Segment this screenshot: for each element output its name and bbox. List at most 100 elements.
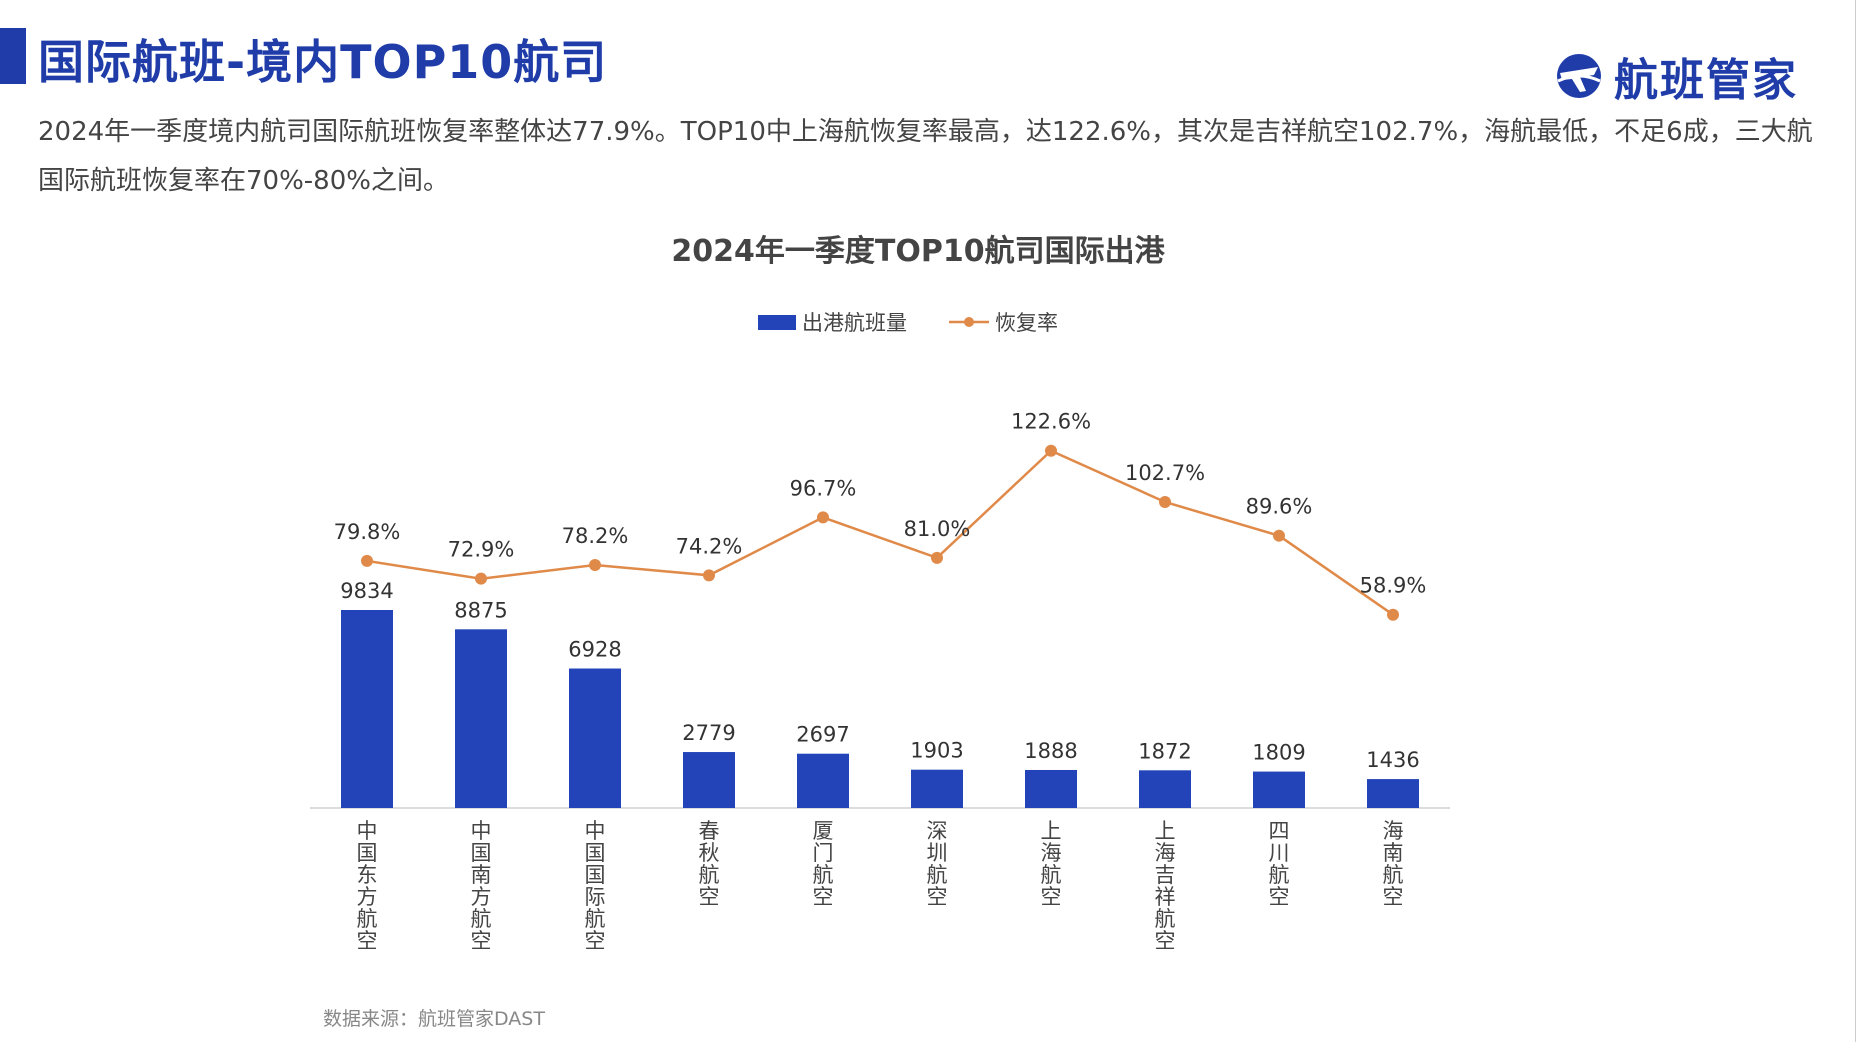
x-tick-label: 上 <box>1041 819 1062 843</box>
x-tick-label: 空 <box>813 885 834 909</box>
bar-value-label: 6928 <box>568 638 621 662</box>
x-tick-label: 门 <box>813 841 834 865</box>
recovery-point <box>1159 495 1171 508</box>
title-accent-bar <box>0 28 26 84</box>
bar-value-label: 1436 <box>1366 748 1419 772</box>
recovery-point <box>1273 529 1285 542</box>
bar-value-label: 1872 <box>1138 739 1191 763</box>
data-source: 数据来源：航班管家DAST <box>323 1008 545 1030</box>
recovery-value-label: 79.8% <box>334 520 401 544</box>
x-tick-label: 航 <box>927 863 948 887</box>
recovery-point <box>589 559 601 572</box>
bar-mark <box>569 668 621 808</box>
x-tick-label: 空 <box>927 885 948 909</box>
x-tick-label: 东 <box>357 863 378 887</box>
legend-label-recovery: 恢复率 <box>995 311 1058 335</box>
bar-mark <box>911 769 963 808</box>
x-tick-label: 中 <box>585 819 606 843</box>
bar-mark <box>683 752 735 808</box>
bar-value-label: 9834 <box>340 579 393 603</box>
recovery-value-label: 81.0% <box>904 517 971 541</box>
x-tick-label: 空 <box>471 929 492 953</box>
x-tick-label: 国 <box>585 841 606 865</box>
x-tick-label: 空 <box>1155 929 1176 953</box>
legend-label-flights: 出港航班量 <box>802 311 907 335</box>
chart-legend: 出港航班量 恢复率 <box>758 307 1100 337</box>
x-tick-label: 中 <box>471 819 492 843</box>
recovery-value-label: 89.6% <box>1246 495 1313 519</box>
x-tick-label: 国 <box>471 841 492 865</box>
recovery-value-label: 72.9% <box>448 538 515 562</box>
bar-mark <box>797 753 849 808</box>
x-tick-label: 航 <box>813 863 834 887</box>
x-tick-label: 圳 <box>927 841 948 865</box>
bar-mark <box>1025 769 1077 808</box>
bar-value-label: 2697 <box>796 723 849 747</box>
x-tick-label: 空 <box>699 885 720 909</box>
x-tick-label: 四 <box>1269 819 1290 843</box>
x-tick-label: 方 <box>471 885 492 909</box>
x-tick-label: 海 <box>1155 841 1176 865</box>
x-tick-label: 空 <box>1269 885 1290 909</box>
chart-title: 2024年一季度TOP10航司国际出港 <box>671 234 1165 269</box>
x-tick-label: 方 <box>357 885 378 909</box>
legend-item-flights: 出港航班量 <box>758 307 907 337</box>
recovery-point <box>817 511 829 524</box>
x-tick-label: 际 <box>585 885 606 909</box>
bar-value-label: 1888 <box>1024 739 1077 763</box>
x-tick-label: 空 <box>1041 885 1062 909</box>
recovery-value-label: 58.9% <box>1360 574 1427 598</box>
recovery-point <box>361 554 373 567</box>
recovery-point <box>1045 444 1057 457</box>
brand-logo-text: 航班管家 <box>1614 55 1798 106</box>
x-tick-label: 南 <box>471 863 492 887</box>
x-tick-label: 航 <box>357 907 378 931</box>
x-tick-label: 航 <box>1041 863 1062 887</box>
legend-line-swatch <box>949 317 989 327</box>
bar-mark <box>1367 779 1419 808</box>
recovery-value-label: 122.6% <box>1011 410 1091 434</box>
recovery-line-series <box>366 449 1394 616</box>
x-tick-label: 吉 <box>1155 863 1176 887</box>
x-tick-label: 航 <box>1155 907 1176 931</box>
x-tick-label: 航 <box>471 907 492 931</box>
x-tick-label: 海 <box>1383 819 1404 843</box>
recovery-point <box>703 569 715 582</box>
x-tick-label: 国 <box>585 863 606 887</box>
bar-value-label: 1903 <box>910 739 963 763</box>
bar-mark <box>1139 770 1191 808</box>
x-tick-label: 空 <box>1383 885 1404 909</box>
recovery-point <box>931 551 943 564</box>
x-tick-label: 深 <box>927 819 948 843</box>
bar-mark <box>455 629 507 808</box>
x-tick-label: 空 <box>357 929 378 953</box>
legend-item-recovery: 恢复率 <box>949 307 1058 337</box>
page-title: 国际航班-境内TOP10航司 <box>38 35 608 89</box>
x-tick-label: 航 <box>585 907 606 931</box>
recovery-value-label: 74.2% <box>676 534 743 558</box>
brand-logo: 航班管家 <box>1554 44 1798 108</box>
bar-value-label: 8875 <box>454 598 507 622</box>
recovery-point <box>1387 608 1399 621</box>
summary-text: 2024年一季度境内航司国际航班恢复率整体达77.9%。TOP10中上海航恢复率… <box>38 117 1813 196</box>
bar-mark <box>1253 771 1305 808</box>
x-tick-label: 国 <box>357 841 378 865</box>
bar-mark <box>341 610 393 808</box>
x-tick-label: 祥 <box>1155 885 1176 909</box>
recovery-value-label: 78.2% <box>562 524 629 548</box>
x-tick-label: 海 <box>1041 841 1062 865</box>
bar-value-label: 2779 <box>682 721 735 745</box>
x-tick-label: 厦 <box>813 819 834 843</box>
airplane-globe-logo-icon <box>1557 54 1601 98</box>
x-tick-label: 川 <box>1269 841 1290 865</box>
x-tick-label: 航 <box>1383 863 1404 887</box>
x-tick-label: 航 <box>699 863 720 887</box>
legend-bar-swatch <box>758 314 796 330</box>
bar-value-label: 1809 <box>1252 741 1305 765</box>
x-tick-label: 中 <box>357 819 378 843</box>
x-tick-label: 秋 <box>699 841 720 865</box>
recovery-point <box>475 572 487 585</box>
x-tick-label: 南 <box>1383 841 1404 865</box>
x-tick-label: 春 <box>699 819 720 843</box>
